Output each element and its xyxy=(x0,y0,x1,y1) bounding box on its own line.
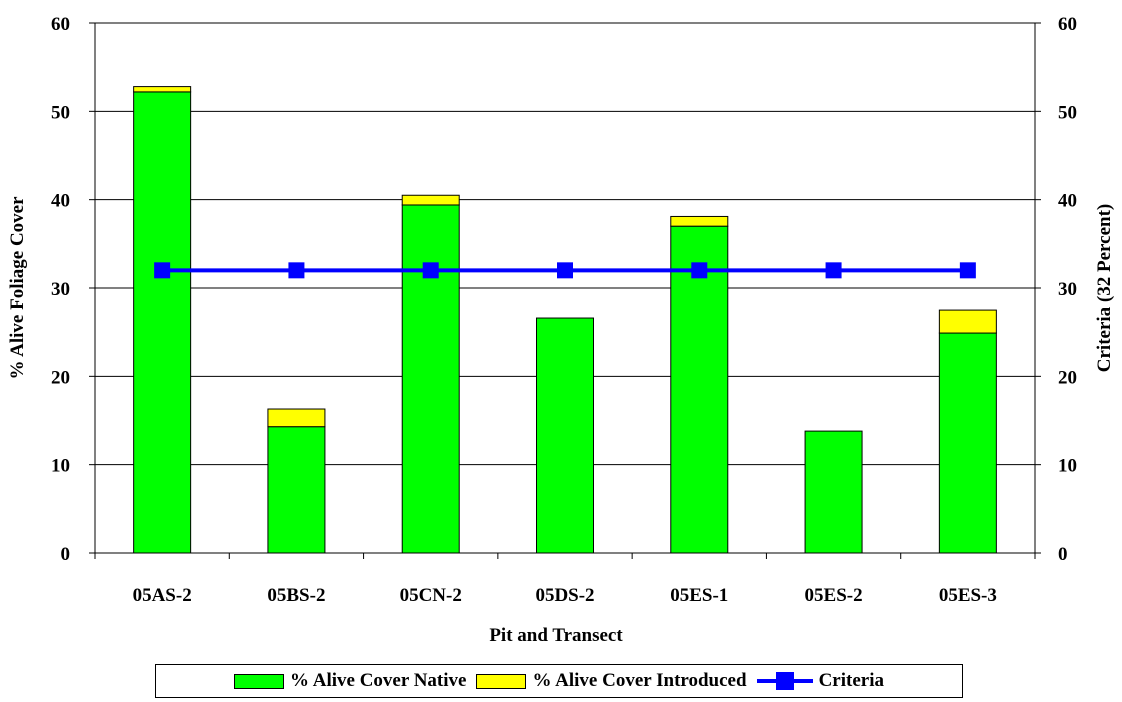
y-tick-label: 50 xyxy=(51,102,70,123)
x-tick-label: 05ES-3 xyxy=(939,585,997,606)
x-tick-label: 05AS-2 xyxy=(133,585,192,606)
gridlines xyxy=(95,110,1035,466)
y2-axis-title: Criteria (32 Percent) xyxy=(1094,204,1115,372)
y2-tick-label: 30 xyxy=(1058,279,1077,300)
bar-native xyxy=(804,430,863,554)
criteria-marker xyxy=(691,262,708,279)
x-axis-ticks: 05AS-2 05BS-2 05CN-2 05DS-2 05ES-1 05ES-2 05ES… xyxy=(94,553,1036,606)
x-tick-label: 05CN-2 xyxy=(400,585,462,606)
bar-introduced xyxy=(133,86,192,93)
bar-introduced xyxy=(670,215,729,227)
legend-label-criteria: Criteria xyxy=(818,670,884,691)
y-tick-label: 10 xyxy=(51,456,70,477)
legend-label-introduced: % Alive Cover Introduced xyxy=(532,670,747,691)
bar-native xyxy=(670,225,729,554)
x-tick-label: 05ES-2 xyxy=(805,585,863,606)
criteria-marker xyxy=(825,262,842,279)
x-axis-title: Pit and Transect xyxy=(489,625,623,646)
criteria-marker xyxy=(422,262,439,279)
y-tick-label: 40 xyxy=(51,191,70,212)
y2-tick-label: 60 xyxy=(1058,14,1077,35)
y-tick-label: 60 xyxy=(51,14,70,35)
criteria-marker xyxy=(959,262,976,279)
legend-item-native: % Alive Cover Native xyxy=(234,670,466,692)
y-tick-label: 30 xyxy=(51,279,70,300)
legend-swatch-introduced xyxy=(476,673,527,689)
bar-introduced xyxy=(938,309,997,334)
legend-item-criteria: Criteria xyxy=(756,670,884,692)
x-tick-label: 05DS-2 xyxy=(535,585,594,606)
bar-native xyxy=(267,426,326,554)
y2-tick-label: 10 xyxy=(1058,456,1077,477)
criteria-series xyxy=(154,262,976,279)
legend-label-native: % Alive Cover Native xyxy=(290,670,467,691)
x-tick-label: 05BS-2 xyxy=(267,585,325,606)
legend-swatch-criteria xyxy=(756,672,813,690)
criteria-marker xyxy=(288,262,305,279)
legend: % Alive Cover Native % Alive Cover Intro… xyxy=(155,664,963,698)
bar-native xyxy=(133,91,192,554)
bar-introduced xyxy=(267,408,326,428)
bars xyxy=(133,86,997,554)
bar-native xyxy=(401,204,460,554)
criteria-marker xyxy=(557,262,573,279)
bar-native xyxy=(938,332,997,554)
bar-native xyxy=(536,317,594,554)
criteria-marker xyxy=(154,262,171,279)
bar-introduced xyxy=(401,194,460,206)
x-tick-label: 05ES-1 xyxy=(670,585,728,606)
y2-tick-label: 40 xyxy=(1058,191,1077,212)
right-y-axis-ticks: 0 10 20 30 40 50 60 xyxy=(1035,14,1077,565)
y-tick-label: 0 xyxy=(61,544,71,565)
y2-tick-label: 0 xyxy=(1058,544,1068,565)
y2-tick-label: 20 xyxy=(1058,367,1077,388)
legend-item-introduced: % Alive Cover Introduced xyxy=(476,670,747,692)
y-axis-title: % Alive Foliage Cover xyxy=(7,196,28,380)
y2-tick-label: 50 xyxy=(1058,102,1077,123)
legend-swatch-native xyxy=(234,673,285,689)
y-tick-label: 20 xyxy=(51,367,70,388)
left-y-axis-ticks: 0 10 20 30 40 50 60 xyxy=(51,14,95,565)
